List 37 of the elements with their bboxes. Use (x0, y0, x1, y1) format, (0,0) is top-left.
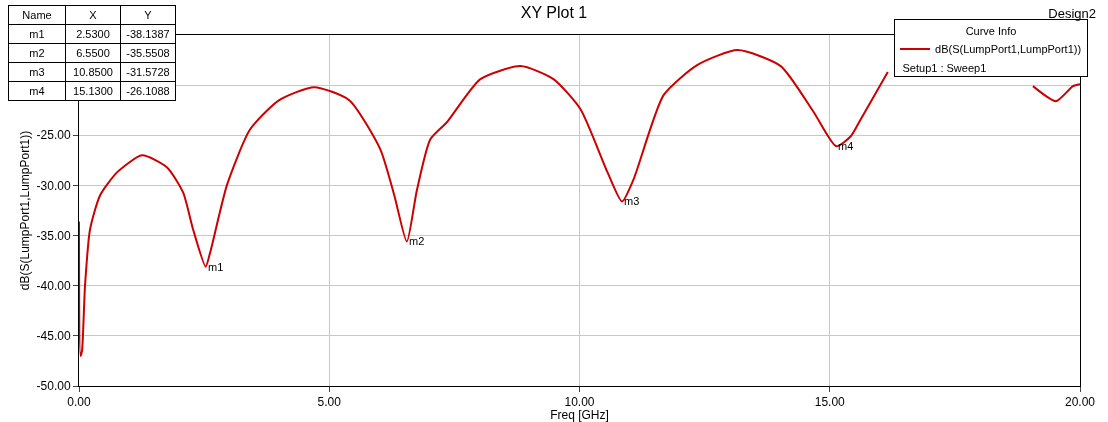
y-axis-title: dB(S(LumpPort1,LumpPort1)) (17, 130, 32, 291)
y-tick-label: -45.00 (36, 329, 71, 344)
chart-title: XY Plot 1 (520, 3, 588, 21)
annotation: 6.5500 (65, 43, 121, 63)
text: Design2 (1048, 6, 1096, 21)
annotation: m4 (838, 140, 854, 152)
annotation: m3 (624, 195, 640, 207)
annotation: -35.5508 (120, 43, 176, 63)
annotation: Setup1 : Sweep1 (902, 61, 987, 74)
legend-title: Curve Info (965, 24, 1017, 37)
x-tick-label: 10.00 (564, 395, 595, 410)
annotation: m2 (409, 235, 425, 247)
legend-label: dB(S(LumpPort1,LumpPort1)) (935, 43, 1082, 56)
x-tick-label: 20.00 (1064, 395, 1096, 410)
y-tick-label: -25.00 (36, 128, 71, 143)
y-tick-label: -50.00 (36, 379, 71, 394)
y-tick-label: -30.00 (36, 178, 71, 193)
x-tick-label: 0.00 (67, 395, 91, 410)
x-tick-label: 15.00 (814, 395, 846, 410)
text: Y (120, 5, 176, 25)
annotation: 2.5300 (65, 24, 121, 44)
text: X (65, 5, 121, 25)
text: m3 (8, 62, 66, 82)
x-tick-label: 5.00 (317, 395, 342, 410)
x-axis-title: Freq [GHz] (550, 408, 609, 422)
text: m4 (8, 81, 66, 101)
annotation: -31.5728 (120, 62, 176, 82)
annotation: -26.1088 (120, 81, 176, 101)
text: m2 (8, 43, 66, 63)
text: m1 (8, 24, 66, 44)
y-tick-label: -35.00 (36, 228, 71, 243)
y-tick-label: -40.00 (36, 278, 71, 293)
annotation: -38.1387 (120, 24, 176, 44)
annotation: 15.1300 (65, 81, 121, 101)
text: Name (8, 5, 66, 25)
annotation: m1 (208, 261, 224, 273)
annotation: 10.8500 (65, 62, 121, 82)
